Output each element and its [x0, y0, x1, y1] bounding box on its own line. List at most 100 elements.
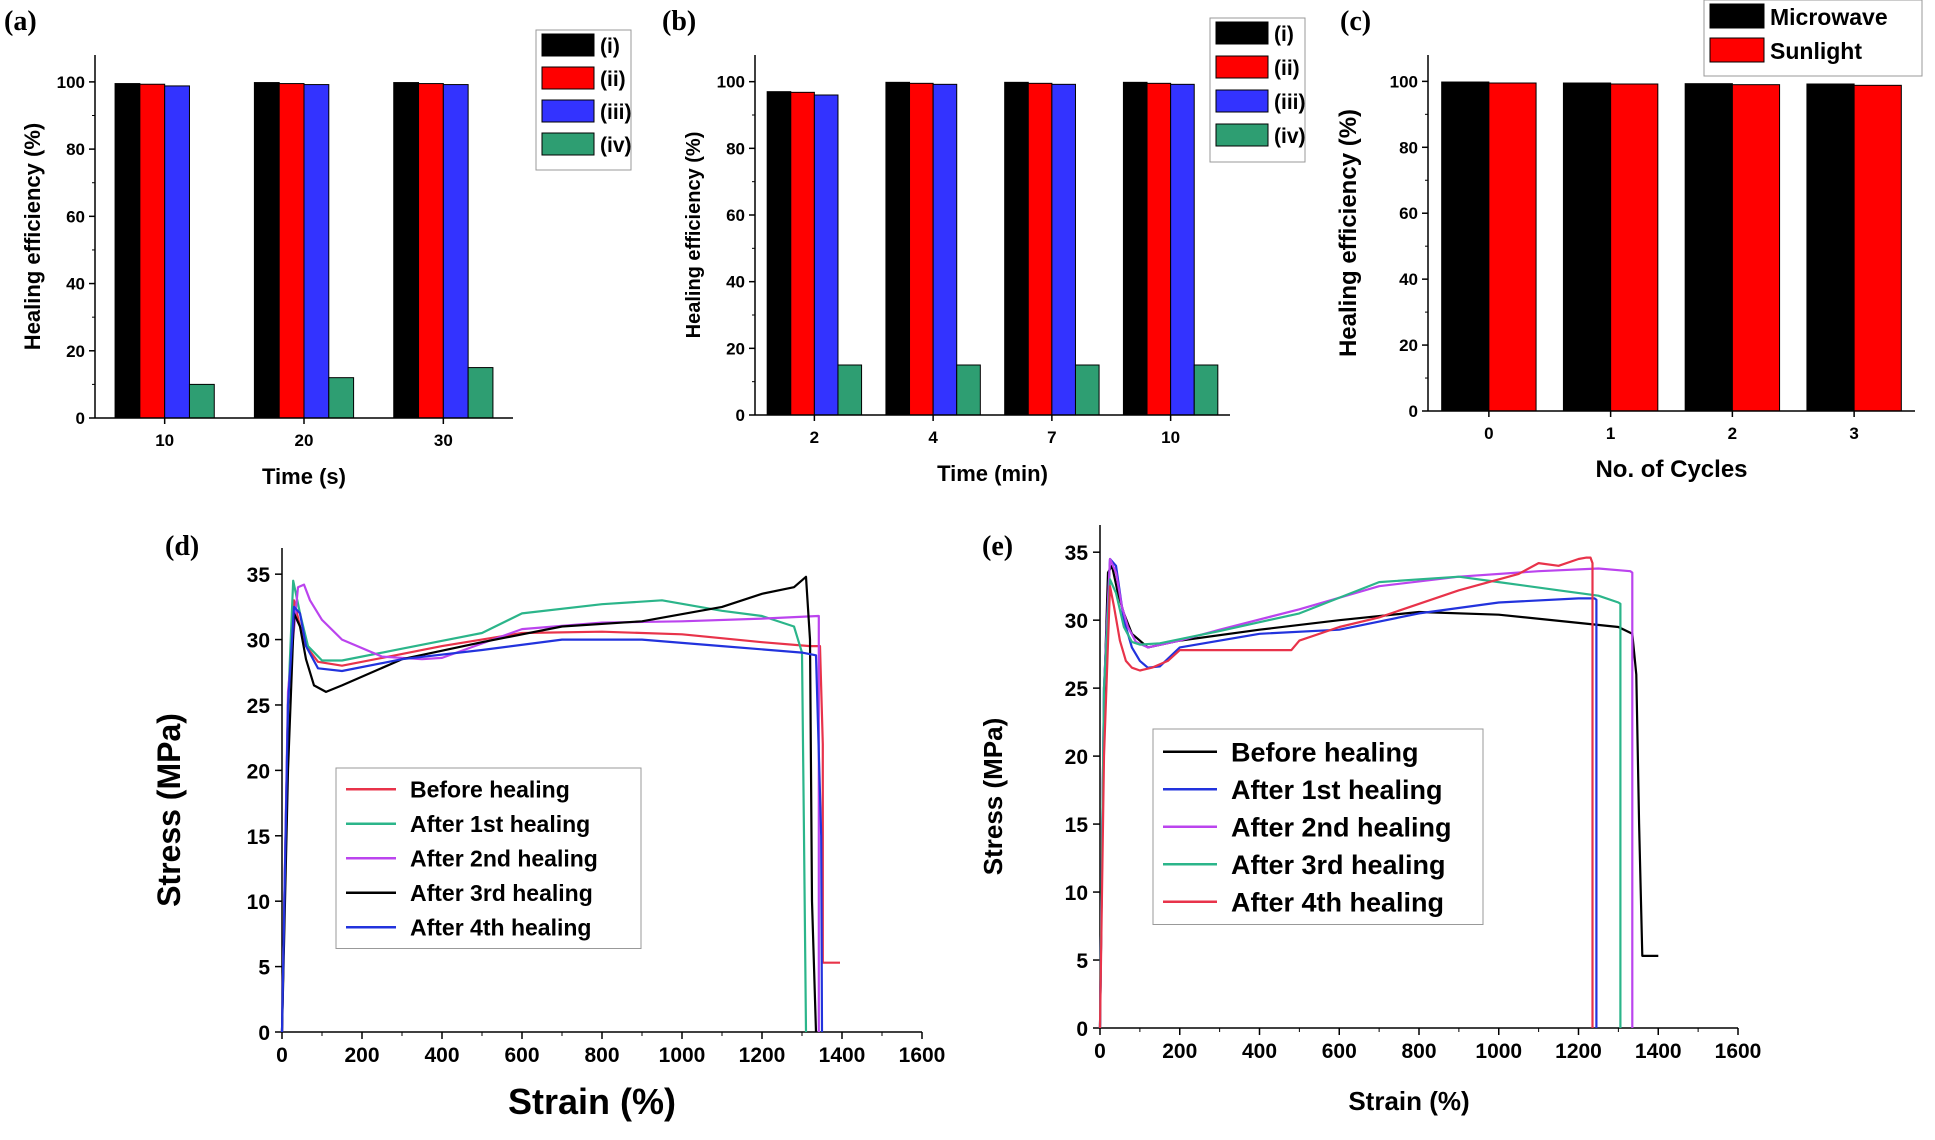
y-axis-title: Healing efficiency (%) — [1335, 109, 1362, 357]
y-tick-label: 100 — [1390, 72, 1418, 91]
legend: (i) (ii) (iii) (iv) — [1209, 17, 1306, 163]
x-tick-label: 2 — [1728, 424, 1737, 443]
y-tick-label: 20 — [247, 760, 270, 783]
bar-a-1-0 — [139, 83, 166, 419]
series-line-after-1st-healing — [280, 579, 808, 1033]
legend-label: After 1st healing — [1231, 775, 1443, 805]
legend-label: After 3rd healing — [1231, 850, 1446, 880]
y-tick-label: 35 — [247, 564, 271, 587]
legend-label: Before healing — [410, 777, 570, 803]
x-tick-label: 200 — [344, 1044, 379, 1067]
legend-label: (iii) — [1274, 91, 1306, 114]
legend-label: After 3rd healing — [410, 880, 593, 906]
y-axis-title: Stress (MPa) — [151, 713, 187, 907]
x-tick-label: 1200 — [739, 1044, 786, 1067]
y-tick-label: 35 — [1065, 542, 1089, 565]
bar-b-2-3 — [1170, 83, 1195, 416]
panel-d: (d) 0 200 400 600 800 1000 1200 1400 1600 0 5 10 15 2… — [151, 531, 945, 1122]
x-tick-label: 20 — [295, 431, 314, 450]
bar-c-1-0 — [1488, 82, 1537, 412]
legend-label: After 2nd healing — [1231, 812, 1452, 842]
legend: Microwave Sunlight — [1703, 0, 1923, 77]
legend-swatch — [1215, 21, 1269, 45]
x-axis-title: Time (min) — [937, 461, 1048, 486]
bar-a-2-2 — [442, 84, 469, 419]
legend-swatch — [1709, 3, 1765, 29]
legend-label: After 2nd healing — [410, 846, 598, 872]
x-tick-label: 0 — [1484, 424, 1493, 443]
y-tick-label: 5 — [258, 957, 270, 980]
legend-swatch — [541, 33, 595, 57]
bar-a-0-1 — [253, 82, 280, 419]
y-tick-label: 30 — [247, 630, 270, 653]
plot-e: 0 200 400 600 800 1000 1200 1400 1600 0 5 10 15 20 25 3… — [978, 525, 1761, 1116]
x-axis-title: Strain (%) — [1348, 1086, 1469, 1116]
y-axis-title: Healing efficiency (%) — [683, 132, 705, 339]
y-axis-title: Healing efficiency (%) — [20, 123, 45, 350]
series-line-after-3rd-healing — [1098, 575, 1622, 1029]
x-tick-label: 10 — [1161, 428, 1180, 447]
series-line-after-4th-healing — [280, 605, 824, 1033]
x-tick-label: 800 — [584, 1044, 619, 1067]
y-tick-label: 25 — [247, 695, 271, 718]
bar-b-2-0 — [813, 94, 839, 416]
series-line-after-2nd-healing — [280, 583, 820, 1033]
panel-b-label: (b) — [662, 6, 696, 37]
panel-a-label: (a) — [4, 6, 37, 37]
bar-a-1-2 — [418, 83, 444, 419]
y-tick-label: 0 — [1409, 402, 1418, 421]
y-tick-label: 20 — [1065, 746, 1088, 769]
bar-a-2-1 — [303, 84, 330, 419]
x-tick-label: 1400 — [1635, 1040, 1682, 1063]
bar-b-0-2 — [1004, 81, 1029, 416]
series-line-after-1st-healing — [1098, 557, 1598, 1029]
y-tick-label: 60 — [66, 207, 85, 226]
x-tick-label: 1600 — [1715, 1040, 1762, 1063]
legend-swatch — [1709, 37, 1765, 63]
y-tick-label: 80 — [66, 140, 85, 159]
bar-a-0-2 — [393, 82, 420, 419]
x-axis-title: Strain (%) — [508, 1081, 676, 1122]
legend: Before healing After 1st healing After 2nd… — [1152, 728, 1484, 925]
y-tick-label: 40 — [66, 275, 85, 294]
x-tick-label: 400 — [1242, 1040, 1277, 1063]
legend-label: (iii) — [600, 101, 632, 124]
bar-b-1-1 — [909, 82, 934, 416]
legend-label: After 4th healing — [1231, 887, 1444, 917]
panel-a: (a) 0 20 40 60 80 100 10 20 30 Time (s) Healing ef… — [4, 6, 632, 489]
bar-c-0-3 — [1806, 83, 1855, 412]
bar-c-0-0 — [1441, 81, 1490, 412]
series-line-after-4th-healing — [1098, 556, 1594, 1029]
x-tick-label: 30 — [434, 431, 453, 450]
legend-swatch — [541, 132, 595, 156]
panel-c-label: (c) — [1340, 6, 1371, 37]
y-tick-label: 20 — [1399, 336, 1418, 355]
y-tick-label: 40 — [726, 273, 745, 292]
x-tick-label: 1600 — [899, 1044, 946, 1067]
x-axis-title: No. of Cycles — [1595, 456, 1747, 483]
x-tick-label: 1000 — [659, 1044, 706, 1067]
bar-b-0-3 — [1122, 81, 1148, 416]
y-tick-label: 0 — [1076, 1018, 1088, 1041]
legend-label: After 1st healing — [410, 811, 590, 837]
bar-b-3-1 — [956, 364, 981, 416]
y-tick-label: 30 — [1065, 610, 1088, 633]
bar-b-0-1 — [885, 81, 911, 416]
legend-label: (ii) — [1274, 57, 1300, 80]
bar-a-3-2 — [467, 367, 494, 419]
series-line-before-healing — [1098, 564, 1659, 1029]
x-tick-label: 1400 — [819, 1044, 866, 1067]
y-tick-label: 0 — [736, 406, 745, 425]
y-tick-label: 0 — [76, 409, 85, 428]
legend-label: (iv) — [1274, 125, 1306, 148]
y-tick-label: 20 — [726, 339, 745, 358]
legend-swatch — [541, 66, 595, 90]
bar-a-0-0 — [114, 83, 141, 419]
y-tick-label: 25 — [1065, 678, 1089, 701]
bar-c-1-1 — [1610, 83, 1659, 412]
series-line-after-3rd-healing — [280, 575, 818, 1033]
y-tick-label: 100 — [57, 73, 85, 92]
legend-label: (ii) — [600, 68, 626, 91]
bar-b-1-2 — [1027, 82, 1053, 416]
